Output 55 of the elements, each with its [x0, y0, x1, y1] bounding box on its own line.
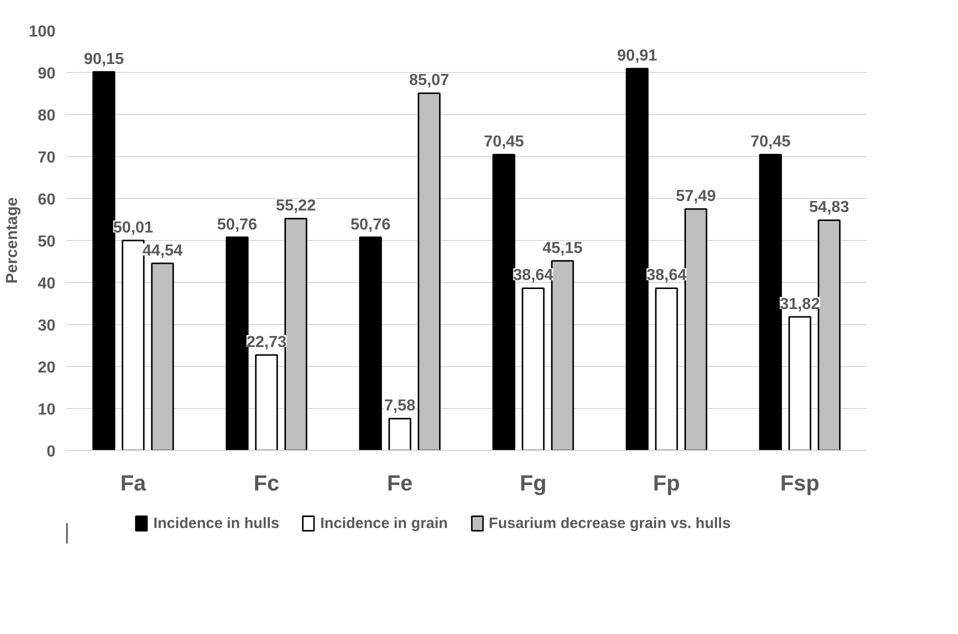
data-label: 85,07	[409, 72, 450, 90]
y-tick-label: 30	[38, 318, 56, 334]
legend-label: Fusarium decrease grain vs. hulls	[488, 514, 731, 532]
y-tick-label: 10	[38, 402, 56, 418]
data-label: 7,58	[384, 398, 416, 415]
data-label: 54,83	[809, 199, 850, 216]
data-label: 50,01	[113, 219, 154, 236]
data-label: 44,54	[142, 242, 183, 260]
y-tick-label: 100	[28, 24, 56, 40]
y-tick-label: 60	[38, 192, 56, 208]
data-label: 70,45	[750, 134, 791, 151]
data-label: 90,15	[84, 50, 124, 68]
x-tick-label: Fe	[386, 470, 413, 496]
y-tick-label: 80	[38, 108, 56, 124]
bar	[522, 287, 545, 450]
bar	[255, 354, 278, 450]
x-tick-label: Fg	[520, 470, 547, 496]
bar	[359, 236, 382, 450]
bar	[492, 154, 516, 450]
data-label: 50,76	[350, 216, 391, 234]
bar	[655, 287, 678, 450]
bar	[418, 92, 441, 450]
legend-label: Incidence in hulls	[153, 514, 280, 532]
data-label: 38,64	[646, 267, 687, 284]
data-label: 31,82	[780, 296, 820, 313]
y-tick-label: 20	[38, 360, 56, 376]
data-label: 70,45	[484, 134, 524, 151]
data-label: 57,49	[676, 188, 716, 206]
y-tick-label: 70	[38, 150, 56, 166]
data-label: 38,64	[513, 267, 554, 284]
data-label: 55,22	[276, 198, 316, 215]
bar	[818, 219, 841, 450]
bar	[284, 218, 308, 450]
bar	[151, 262, 174, 450]
x-tick-label: Fsp	[780, 470, 820, 496]
legend-label: Incidence in grain	[320, 514, 448, 532]
y-tick-label: 90	[38, 66, 56, 82]
y-tick-label: 40	[38, 276, 56, 292]
data-label: 45,15	[542, 240, 583, 257]
data-label: 22,73	[246, 334, 287, 352]
bar	[759, 154, 782, 450]
data-label: 90,91	[617, 48, 658, 65]
x-tick-label: Fp	[653, 470, 680, 496]
bar	[388, 418, 412, 450]
y-tick-label: 0	[46, 444, 56, 460]
bar	[626, 68, 649, 450]
data-label: 50,76	[217, 216, 258, 234]
bar	[92, 71, 116, 450]
bar	[551, 260, 574, 450]
y-axis-title: Percentage	[4, 197, 21, 284]
y-tick-label: 50	[38, 234, 56, 250]
x-tick-label: Fc	[254, 470, 280, 496]
bar	[788, 316, 812, 450]
bar	[226, 236, 249, 450]
x-tick-label: Fa	[120, 470, 147, 496]
